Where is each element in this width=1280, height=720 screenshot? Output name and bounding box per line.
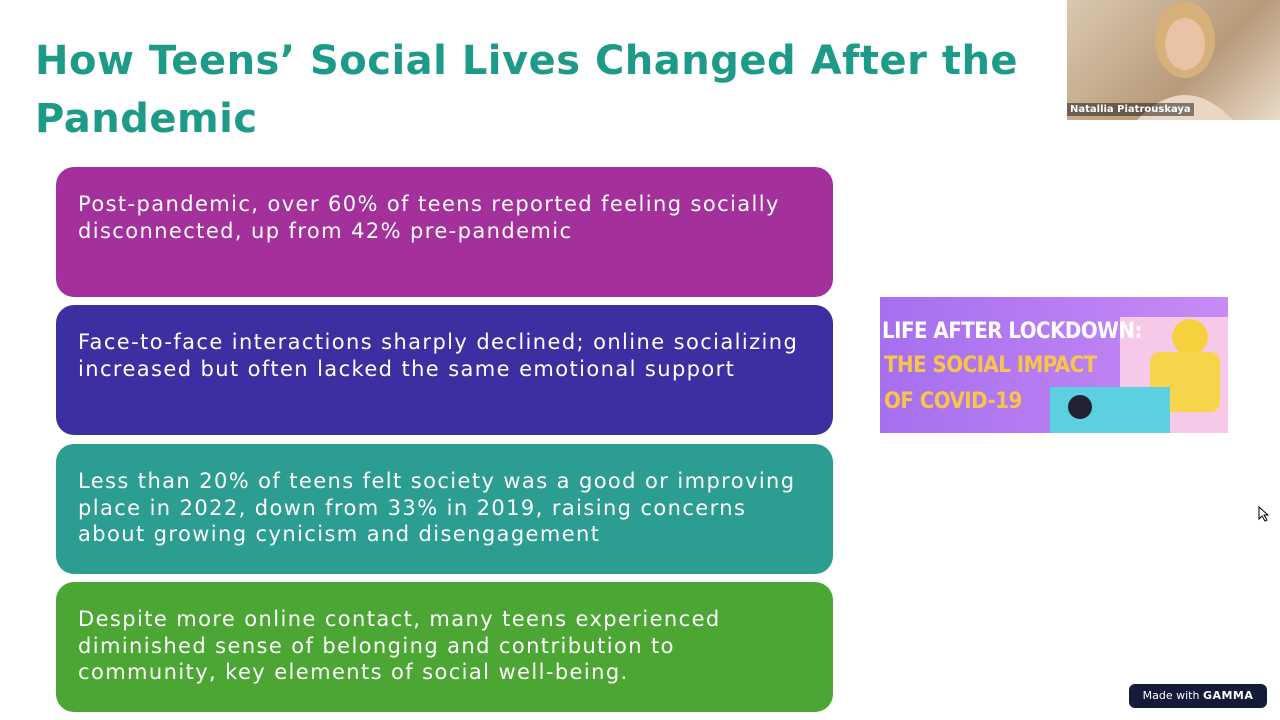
card-text: Post-pandemic, over 60% of teens reporte… <box>78 192 780 243</box>
body <box>1137 95 1233 120</box>
card: Post-pandemic, over 60% of teens reporte… <box>56 167 833 297</box>
badge-prefix: Made with <box>1142 689 1200 702</box>
shape <box>1068 395 1092 419</box>
slide-image: LIFE AFTER LOCKDOWN: THE SOCIAL IMPACT O… <box>880 297 1228 433</box>
card-text: Despite more online contact, many teens … <box>78 607 721 684</box>
card: Despite more online contact, many teens … <box>56 582 833 712</box>
card-text: Less than 20% of teens felt society was … <box>78 469 796 546</box>
card: Face-to-face interactions sharply declin… <box>56 305 833 435</box>
cursor <box>1258 506 1270 522</box>
video-tile: Natallia Piatrouskaya <box>1067 0 1280 120</box>
made-with-badge[interactable]: Made with GAMMA <box>1129 684 1267 708</box>
participant-name: Natallia Piatrouskaya <box>1067 103 1194 116</box>
person <box>1137 2 1233 120</box>
card: Less than 20% of teens felt society was … <box>56 444 833 574</box>
shape <box>1172 319 1208 355</box>
illustration <box>1050 317 1228 433</box>
shape <box>1050 387 1170 433</box>
slide-title: How Teens’ Social Lives Changed After th… <box>35 38 1019 142</box>
image-text: OF COVID-19 <box>884 389 1022 414</box>
face <box>1165 18 1205 70</box>
image-text: LIFE AFTER LOCKDOWN: <box>882 319 1143 344</box>
badge-brand: GAMMA <box>1202 689 1254 702</box>
image-text: THE SOCIAL IMPACT <box>884 353 1097 378</box>
card-text: Face-to-face interactions sharply declin… <box>78 330 799 381</box>
